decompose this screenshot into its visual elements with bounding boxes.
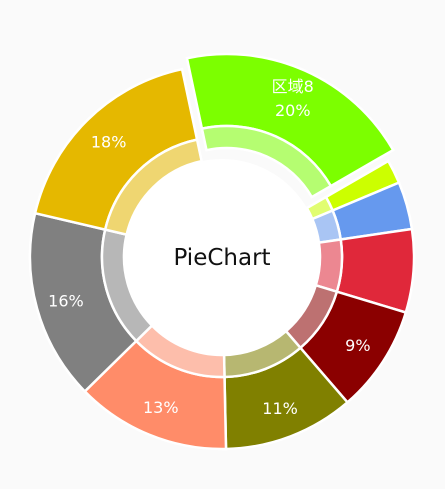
chart-hole (124, 159, 320, 355)
labels-layer: 区域8 20% 9% 11% 13% 16% 18% (48, 77, 370, 418)
chart-center-text: PieChart (173, 245, 270, 271)
slice-percent-label: 9% (345, 336, 370, 355)
slice-percent-label: 20% (275, 101, 311, 120)
slice-name-label: 区域8 (272, 77, 314, 96)
slice-percent-label: 11% (262, 399, 298, 418)
pie-slice-inner-ring (314, 238, 344, 294)
slice-percent-label: 16% (48, 292, 84, 311)
pie-slice-inner-ring (200, 124, 333, 199)
slice-percent-label: 13% (143, 398, 179, 417)
slice-percent-label: 18% (91, 132, 127, 151)
inner-ring-layer (100, 124, 344, 379)
